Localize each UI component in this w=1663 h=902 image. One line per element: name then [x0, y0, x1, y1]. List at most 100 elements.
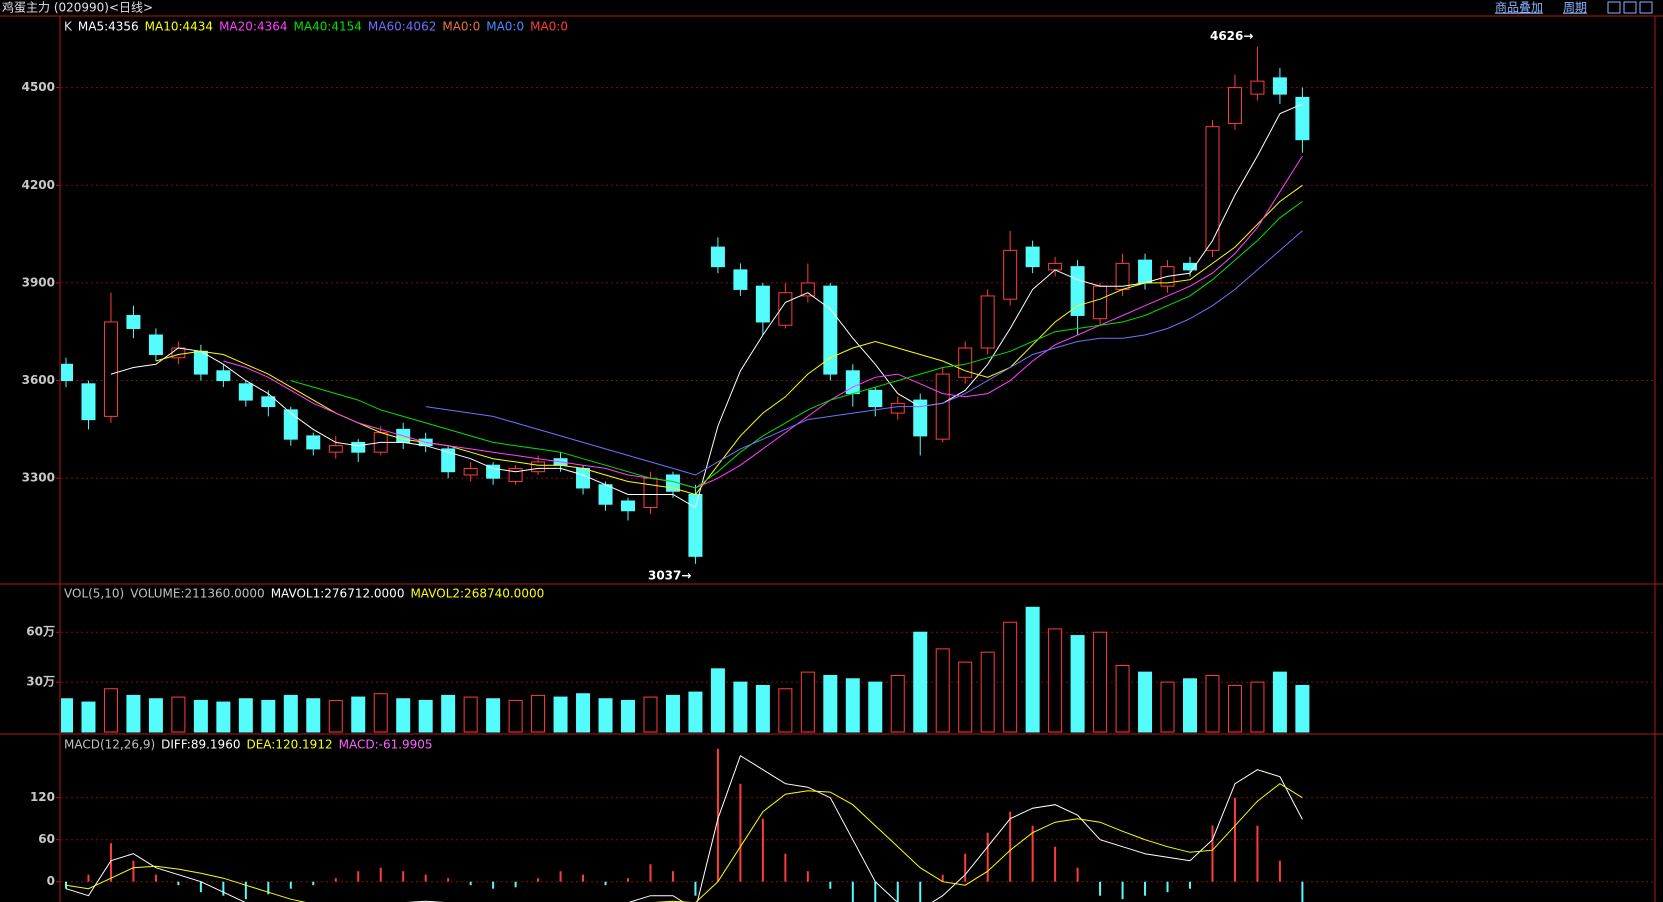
y-tick-label: 4200: [22, 178, 55, 192]
candle-body: [1138, 259, 1153, 284]
candle-body: [306, 435, 321, 450]
volume-bar: [126, 694, 141, 733]
y-tick-label: 30万: [26, 675, 55, 689]
y-tick-label: 0: [47, 874, 55, 888]
legend-entry: MA0:0: [486, 20, 524, 34]
volume-bar: [508, 699, 523, 733]
y-tick-label: 3300: [22, 471, 55, 485]
candle-body: [710, 246, 725, 268]
candle-body: [913, 399, 928, 437]
volume-bar: [1093, 631, 1108, 733]
macd-line: [65, 754, 1303, 902]
volume-bar: [890, 674, 905, 733]
legend-entry: MA10:4434: [145, 20, 213, 34]
y-tick-label: 60: [38, 832, 55, 846]
candle-body: [1250, 80, 1265, 95]
candle-body: [1227, 87, 1242, 124]
volume-bar: [373, 693, 388, 733]
volume-bar: [800, 671, 815, 733]
candle-body: [733, 269, 748, 290]
window-buttons[interactable]: [1607, 1, 1653, 14]
panel-2: [65, 748, 1304, 902]
volume-bar: [1115, 664, 1130, 733]
volume-bar: [1272, 671, 1287, 733]
candle-body: [261, 396, 276, 408]
ma-line: [290, 201, 1303, 489]
y-tick-label: 60万: [26, 625, 55, 639]
legend-entry: MAVOL1:276712.0000: [271, 587, 405, 601]
candle-body: [1003, 249, 1018, 300]
volume-bar: [103, 688, 118, 733]
candle-body: [61, 363, 73, 382]
legend-entry: DEA:120.1912: [246, 738, 332, 752]
volume-bar: [531, 694, 546, 733]
ma-line: [110, 103, 1303, 509]
volume-bar: [598, 698, 613, 733]
candle-body: [1295, 96, 1310, 141]
volume-bar: [868, 681, 883, 733]
legend-entry: MA0:0: [530, 20, 568, 34]
legend-entry: DIFF:89.1960: [161, 738, 240, 752]
candle-body: [1048, 262, 1063, 271]
volume-bar: [418, 699, 433, 733]
volume-bar: [328, 699, 343, 733]
candle-body: [868, 389, 883, 408]
period-link[interactable]: 周期: [1563, 1, 1587, 15]
candle-body: [800, 282, 815, 297]
volume-bar: [1003, 621, 1018, 733]
candle-body: [81, 383, 96, 421]
candle-body: [980, 295, 995, 349]
volume-bar: [306, 698, 321, 733]
candle-body: [1070, 266, 1085, 316]
candle-body: [508, 467, 523, 482]
volume-bar: [913, 631, 928, 733]
candle-body: [1183, 262, 1197, 271]
y-tick-label: 4500: [22, 80, 55, 94]
volume-bar: [171, 696, 186, 733]
legend-entry: VOL(5,10): [64, 587, 124, 601]
volume-bar: [1205, 674, 1220, 733]
overlay-link[interactable]: 商品叠加: [1495, 0, 1543, 15]
volume-bar: [81, 701, 96, 733]
volume-bar: [1025, 606, 1040, 733]
volume-bar: [621, 699, 635, 733]
candle-body: [576, 467, 591, 489]
candle-body: [621, 500, 635, 512]
candle-body: [193, 350, 208, 375]
candle-body: [328, 445, 343, 453]
candle-body: [823, 285, 838, 375]
panel-1: [61, 606, 1310, 733]
volume-bar: [1138, 671, 1153, 733]
y-tick-label: 3600: [22, 373, 55, 387]
volume-bar: [61, 698, 73, 733]
candle-body: [441, 448, 456, 473]
volume-bar: [1048, 628, 1063, 733]
candle-body: [351, 441, 366, 453]
candle-body: [598, 484, 613, 505]
volume-bar: [980, 651, 995, 733]
legend-entry: MACD:-61.9905: [339, 738, 433, 752]
volume-bar: [486, 698, 501, 733]
volume-bar: [710, 668, 725, 733]
legend-entry: MACD(12,26,9): [64, 738, 155, 752]
min-annotation: 3037→: [648, 568, 691, 582]
volume-bar: [823, 674, 838, 733]
volume-bar: [441, 694, 456, 733]
legend-entry: MA40:4154: [294, 20, 362, 34]
legend-entry: MAVOL2:268740.0000: [410, 587, 544, 601]
y-tick-label: 120: [30, 790, 55, 804]
legend-entry: K: [64, 20, 73, 34]
volume-bar: [778, 688, 793, 733]
volume-bar: [261, 699, 276, 733]
candle-body: [126, 314, 141, 329]
candle-body: [103, 321, 118, 417]
candle-body: [531, 461, 546, 473]
y-tick-label: 3900: [22, 275, 55, 289]
ma-line: [425, 230, 1303, 476]
ma-line: [223, 155, 1303, 489]
volume-bar: [216, 701, 231, 733]
volume-bar: [643, 696, 658, 733]
candle-body: [238, 383, 253, 401]
volume-bar: [1183, 678, 1197, 733]
